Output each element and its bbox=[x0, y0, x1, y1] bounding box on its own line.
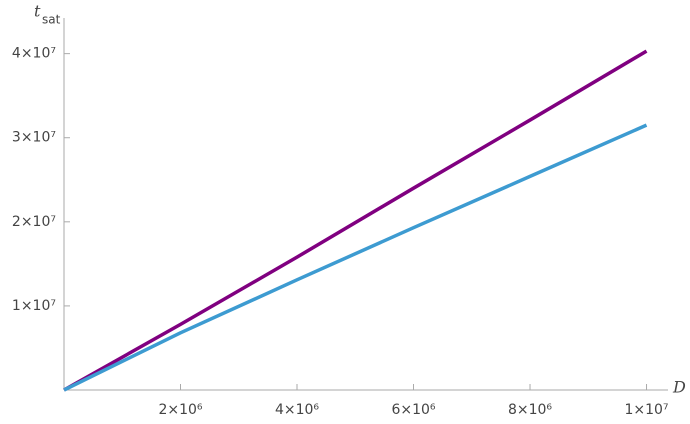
series-line bbox=[63, 49, 648, 392]
x-tick-label: 2×10⁶ bbox=[158, 402, 202, 418]
y-tick-label: 3×10⁷ bbox=[12, 130, 56, 146]
x-tick-label: 4×10⁶ bbox=[275, 402, 319, 418]
x-tick-label: 6×10⁶ bbox=[391, 402, 435, 418]
y-tick-label: 4×10⁷ bbox=[12, 46, 56, 62]
x-tick-label: 8×10⁶ bbox=[508, 402, 552, 418]
y-axis-label: t bbox=[34, 2, 41, 21]
y-axis-label-subscript: sat bbox=[42, 13, 61, 27]
y-tick-label: 2×10⁷ bbox=[12, 214, 56, 230]
series-line bbox=[63, 123, 648, 392]
x-tick-label: 1×10⁷ bbox=[624, 402, 668, 418]
x-axis-label: D bbox=[672, 378, 686, 397]
y-tick-label: 1×10⁷ bbox=[12, 298, 56, 314]
